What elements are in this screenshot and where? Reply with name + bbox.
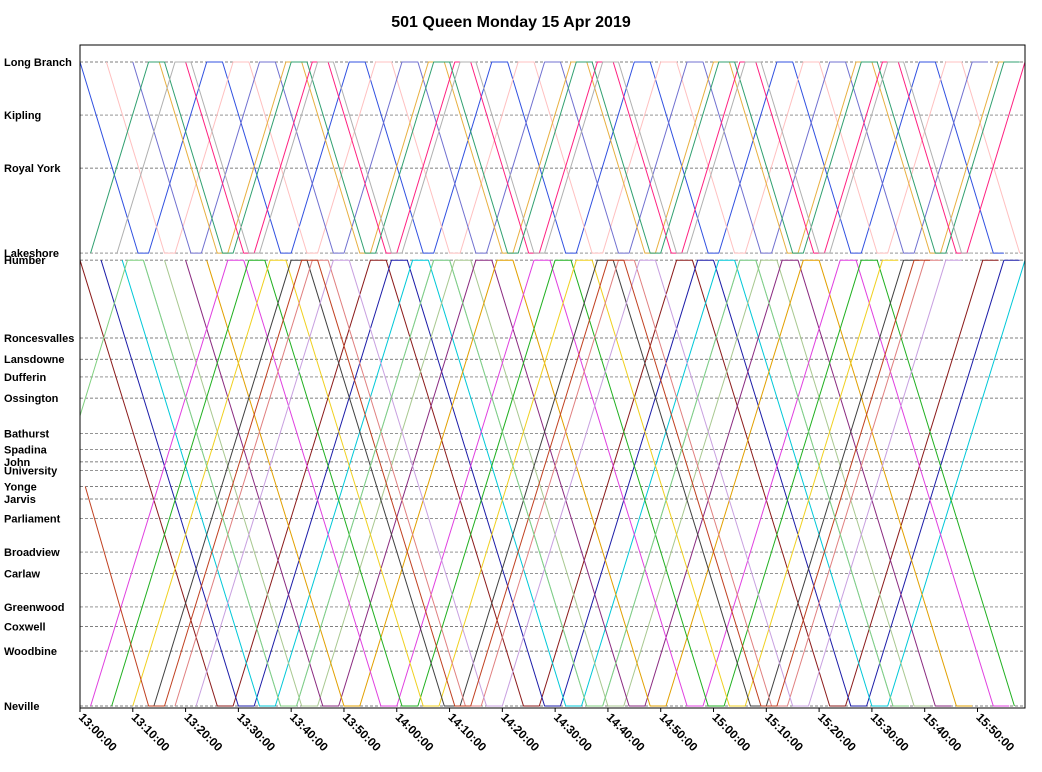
vehicle-trip-line — [100, 259, 1020, 707]
time-tick-label: 14:50:00 — [657, 710, 701, 754]
stop-label-bathurst: Bathurst — [4, 429, 50, 441]
stop-label-greenwood: Greenwood — [4, 602, 65, 614]
stop-label-long-branch: Long Branch — [4, 57, 72, 69]
time-tick-label: 15:40:00 — [921, 710, 965, 754]
time-tick-label: 14:20:00 — [498, 710, 542, 754]
stop-axis-labels: Long Branch Kipling Royal York LakeshoreHum… — [4, 57, 74, 713]
stop-label-university: University — [4, 466, 58, 478]
stop-label-parliament: Parliament — [4, 513, 61, 525]
vehicle-trip-line — [90, 259, 1010, 707]
stop-label-ossington: Ossington — [4, 393, 59, 405]
vehicle-trip-line — [111, 259, 1015, 707]
vehicle-trip-line — [206, 259, 973, 707]
vehicle-trip-line — [174, 259, 941, 707]
stop-label-coxwell: Coxwell — [4, 621, 46, 633]
stop-label-jarvis: Jarvis — [4, 494, 36, 506]
vehicle-trip-line — [185, 259, 952, 707]
time-tick-label: 13:40:00 — [287, 710, 331, 754]
time-axis-labels: 13:00:00 13:10:00 13:20:00 13:30:00 13:40:00… — [76, 708, 1017, 754]
vehicle-trip-line — [132, 61, 988, 254]
vehicle-trip-line — [105, 61, 1021, 254]
time-tick-label: 13:20:00 — [181, 710, 225, 754]
stop-label-kipling: Kipling — [4, 110, 41, 122]
time-tick-label: 13:10:00 — [129, 710, 173, 754]
vehicle-trip-line — [121, 259, 1026, 707]
stop-label-spadina: Spadina — [4, 444, 48, 456]
chart-title: 501 Queen Monday 15 Apr 2019 — [391, 14, 631, 31]
plot-frame — [79, 44, 1026, 709]
stop-label-yonge: Yonge — [4, 482, 37, 494]
vehicle-trip-line — [132, 259, 899, 707]
time-tick-label: 15:10:00 — [762, 710, 806, 754]
stop-label-lakeshore: Lakeshore — [4, 248, 59, 260]
time-tick-label: 14:30:00 — [551, 710, 595, 754]
time-tick-label: 14:00:00 — [393, 710, 437, 754]
time-tick-label: 14:10:00 — [445, 710, 489, 754]
stop-label-royal-york: Royal York — [4, 163, 61, 175]
time-tick-label: 15:20:00 — [815, 710, 859, 754]
time-tick-label: 13:50:00 — [340, 710, 384, 754]
vehicle-trip-line — [90, 61, 1020, 254]
stop-label-humber: Humber — [4, 255, 46, 267]
vehicle-trip-lines — [79, 61, 1026, 707]
stop-label-dufferin: Dufferin — [4, 372, 46, 384]
stop-gridlines — [80, 61, 1025, 707]
vehicle-trip-line — [142, 259, 909, 707]
stop-label-carlaw: Carlaw — [4, 568, 41, 580]
time-tick-label: 14:40:00 — [604, 710, 648, 754]
stop-label-roncesvalles: Roncesvalles — [4, 333, 74, 345]
vehicle-trip-line — [79, 259, 909, 707]
vehicle-trip-line — [79, 259, 999, 707]
time-tick-label: 15:30:00 — [868, 710, 912, 754]
stop-label-broadview: Broadview — [4, 547, 60, 559]
stop-label-lansdowne: Lansdowne — [4, 354, 65, 366]
time-tick-label: 15:50:00 — [973, 710, 1017, 754]
time-tick-label: 15:00:00 — [709, 710, 753, 754]
vehicle-trip-line — [195, 259, 962, 707]
vehicle-trip-line — [153, 259, 920, 707]
time-tick-label: 13:30:00 — [234, 710, 278, 754]
vehicle-trip-line — [79, 61, 1004, 254]
vehicle-trip-line — [116, 61, 973, 254]
stop-label-john: John — [4, 457, 31, 469]
stop-label-neville: Neville — [4, 701, 39, 713]
vehicle-trip-line — [84, 259, 930, 707]
stop-label-woodbine: Woodbine — [4, 646, 57, 658]
time-tick-label: 13:00:00 — [76, 710, 120, 754]
vehicle-trip-line — [164, 259, 930, 707]
